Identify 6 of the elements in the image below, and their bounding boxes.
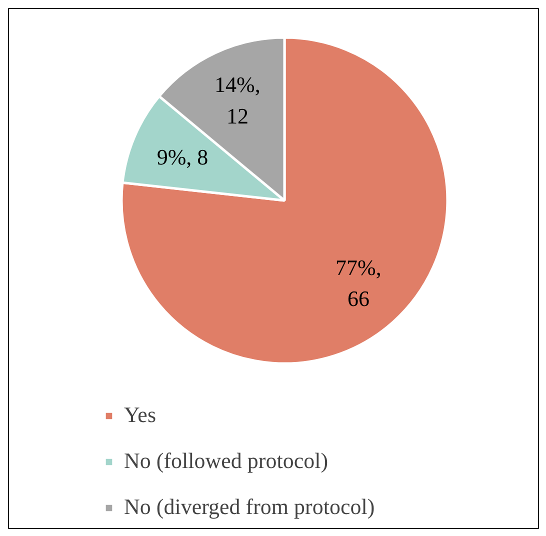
data-label: 9%, 8	[156, 144, 208, 170]
legend-label: Yes	[124, 402, 156, 428]
legend-label: No (followed protocol)	[124, 448, 328, 474]
legend-label: No (diverged from protocol)	[124, 494, 375, 520]
data-label: 14%, 12	[214, 72, 260, 128]
data-label: 77%, 66	[336, 254, 382, 312]
